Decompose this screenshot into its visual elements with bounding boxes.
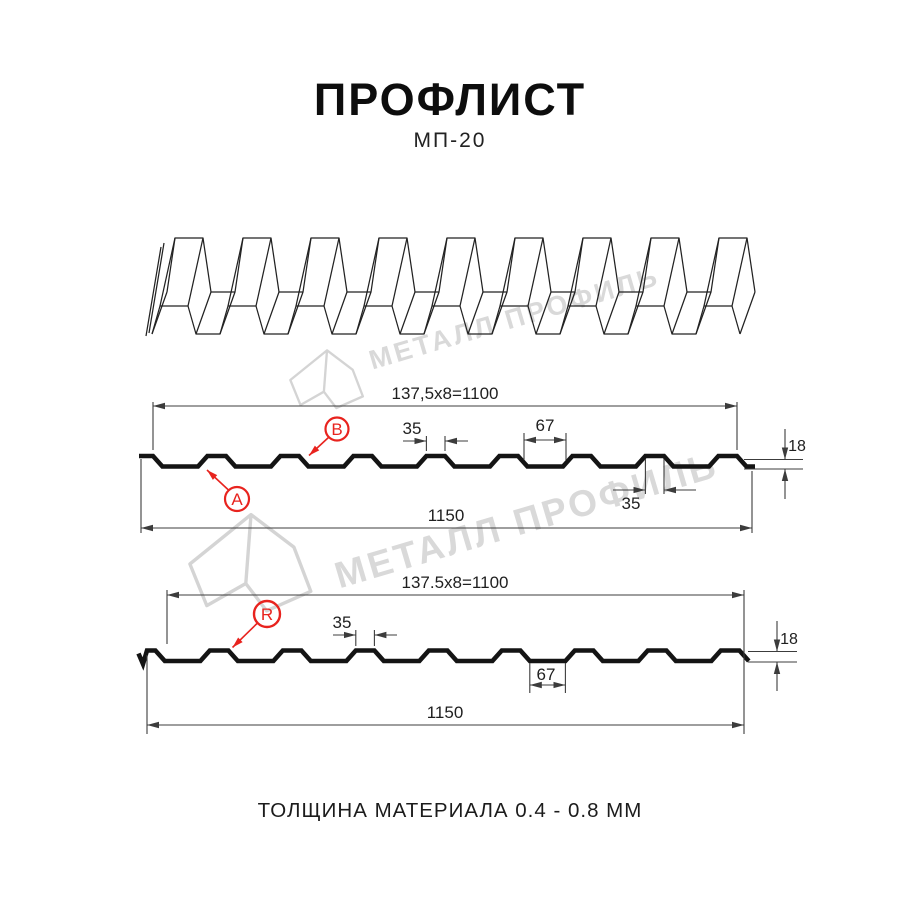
point-label-a: A: [206, 469, 251, 513]
section-a-profile-line: [139, 453, 755, 469]
dim-width-label-a: 1150: [428, 506, 465, 525]
page-title: ПРОФЛИСТ: [313, 74, 587, 125]
brand-logo-watermark-top: [289, 349, 365, 410]
dim-flat-label-r: 67: [537, 665, 556, 684]
section-a-dimensions: 137,5x8=1100 1150 35 67: [140, 384, 806, 533]
point-label-b: B: [308, 416, 350, 457]
dim-rib-top-label-a: 35: [403, 419, 422, 438]
section-a-diagram: 137,5x8=1100 1150 35 67: [139, 384, 806, 533]
svg-text:R: R: [261, 605, 273, 624]
section-r-diagram: 137.5x8=1100 1150 35 67: [136, 573, 798, 734]
sheet-3d-view: [145, 237, 756, 337]
dim-width-label-r: 1150: [427, 703, 464, 722]
dim-rib-bottom-label-a: 35: [622, 494, 641, 513]
section-r-profile-line: [136, 648, 751, 671]
svg-text:A: A: [231, 490, 243, 509]
dim-span-label-a: 137,5x8=1100: [392, 384, 499, 403]
dim-height-label-a: 18: [788, 438, 806, 455]
section-r-dimensions: 137.5x8=1100 1150 35 67: [146, 573, 798, 734]
dim-height-label-r: 18: [780, 631, 798, 648]
dim-span-label-r: 137.5x8=1100: [402, 573, 509, 592]
dim-rib-label-r: 35: [333, 613, 352, 632]
thickness-note: ТОЛЩИНА МАТЕРИАЛА 0.4 - 0.8 ММ: [257, 799, 643, 822]
svg-text:B: B: [331, 420, 342, 439]
profile-model-subtitle: МП-20: [413, 129, 487, 152]
dim-flat-label-a: 67: [536, 416, 555, 435]
point-label-r: R: [231, 599, 282, 649]
